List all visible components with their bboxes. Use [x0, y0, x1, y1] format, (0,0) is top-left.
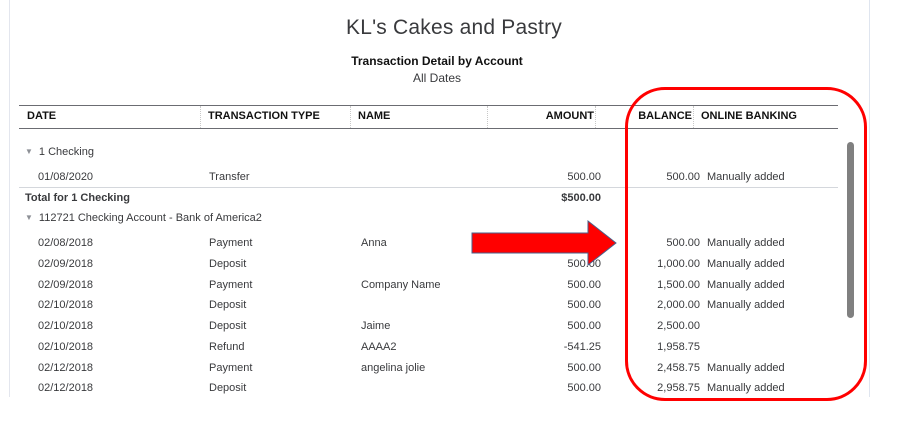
cell-amount[interactable]: 500.00: [567, 171, 601, 183]
cell-online-banking: Manually added: [707, 237, 785, 249]
cell-balance: 500.00: [666, 237, 700, 249]
cell-amount[interactable]: 500.00: [567, 279, 601, 291]
cell-transaction-type[interactable]: Deposit: [209, 258, 247, 270]
cell-transaction-type[interactable]: Deposit: [209, 299, 247, 311]
caret-down-icon[interactable]: ▼: [25, 147, 33, 156]
column-resize-handle[interactable]: [693, 106, 694, 128]
cell-amount[interactable]: 500.00: [567, 299, 601, 311]
column-resize-handle[interactable]: [350, 106, 351, 128]
cell-date: 01/08/2020: [38, 171, 94, 183]
column-header-transaction-type[interactable]: TRANSACTION TYPE: [208, 110, 320, 122]
report-title: Transaction Detail by Account: [351, 54, 523, 68]
cell-balance: 1,500.00: [657, 279, 700, 291]
cell-date: 02/10/2018: [38, 341, 94, 353]
cell-date: 02/12/2018: [38, 362, 94, 374]
arrow-annotation-icon: [471, 219, 617, 267]
column-resize-handle[interactable]: [595, 106, 596, 128]
column-resize-handle[interactable]: [487, 106, 488, 128]
cell-name: Company Name: [361, 279, 441, 291]
cell-name: AAAA2: [361, 341, 397, 353]
report-card: [9, 0, 870, 397]
cell-online-banking: Manually added: [707, 362, 785, 374]
cell-date: 02/10/2018: [38, 320, 94, 332]
cell-balance: 2,000.00: [657, 299, 700, 311]
column-header-date[interactable]: DATE: [27, 110, 57, 122]
cell-transaction-type[interactable]: Payment: [209, 279, 253, 291]
cell-online-banking: Manually added: [707, 299, 785, 311]
cell-transaction-type[interactable]: Transfer: [209, 171, 250, 183]
cell-balance: 500.00: [666, 171, 700, 183]
column-header-online-banking[interactable]: ONLINE BANKING: [701, 110, 797, 122]
cell-balance: 1,000.00: [657, 258, 700, 270]
vertical-scrollbar[interactable]: [847, 142, 854, 318]
cell-amount[interactable]: 500.00: [567, 362, 601, 374]
cell-date: 02/10/2018: [38, 299, 94, 311]
cell-transaction-type[interactable]: Payment: [209, 237, 253, 249]
cell-balance: 2,458.75: [657, 362, 700, 374]
group-header-1-checking[interactable]: ▼ 1 Checking: [25, 146, 94, 158]
cell-balance: 2,958.75: [657, 382, 700, 394]
cell-transaction-type[interactable]: Payment: [209, 362, 253, 374]
cell-date: 02/09/2018: [38, 279, 94, 291]
cell-date: 02/12/2018: [38, 382, 94, 394]
cell-amount[interactable]: 500.00: [567, 382, 601, 394]
cell-name: angelina jolie: [361, 362, 426, 374]
total-label: Total for 1 Checking: [25, 192, 130, 204]
cell-online-banking: Manually added: [707, 382, 785, 394]
cell-transaction-type[interactable]: Deposit: [209, 320, 247, 332]
cell-transaction-type[interactable]: Deposit: [209, 382, 247, 394]
highlight-annotation: [625, 87, 867, 401]
group-total-divider: [19, 187, 838, 188]
cell-online-banking: Manually added: [707, 171, 785, 183]
column-resize-handle[interactable]: [200, 106, 201, 128]
cell-balance: 1,958.75: [657, 341, 700, 353]
cell-transaction-type[interactable]: Refund: [209, 341, 245, 353]
group-header-bank-of-america[interactable]: ▼ 112721 Checking Account - Bank of Ameri…: [25, 212, 262, 224]
cell-amount[interactable]: -541.25: [563, 341, 601, 353]
cell-date: 02/08/2018: [38, 237, 94, 249]
total-amount[interactable]: $500.00: [561, 192, 601, 204]
cell-online-banking: Manually added: [707, 258, 785, 270]
cell-online-banking: Manually added: [707, 279, 785, 291]
column-header-name[interactable]: NAME: [358, 110, 391, 122]
report-date-range[interactable]: All Dates: [412, 71, 462, 85]
caret-down-icon[interactable]: ▼: [25, 213, 33, 222]
company-name: KL's Cakes and Pastry: [346, 16, 562, 39]
cell-name: Anna: [361, 237, 387, 249]
cell-amount[interactable]: 500.00: [567, 320, 601, 332]
column-header-amount[interactable]: AMOUNT: [545, 110, 594, 122]
cell-date: 02/09/2018: [38, 258, 94, 270]
cell-name: Jaime: [361, 320, 391, 332]
cell-balance: 2,500.00: [657, 320, 700, 332]
